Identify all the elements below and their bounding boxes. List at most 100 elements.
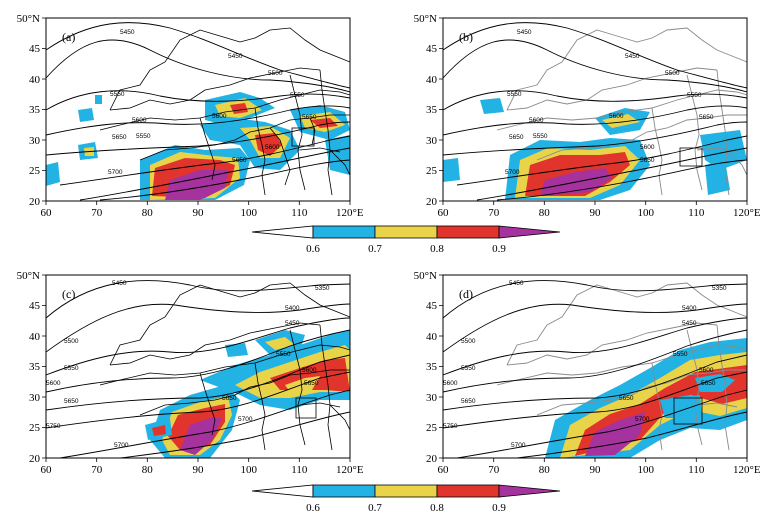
- svg-text:5550: 5550: [276, 351, 291, 358]
- svg-text:20: 20: [426, 196, 438, 208]
- colorbar-bottom: 0.6 0.7 0.8 0.9: [251, 484, 561, 514]
- svg-text:20: 20: [29, 196, 41, 208]
- study-box-b: [679, 147, 703, 167]
- svg-text:5600: 5600: [529, 117, 544, 124]
- svg-text:5550: 5550: [136, 133, 151, 140]
- svg-text:100: 100: [240, 464, 257, 476]
- svg-text:0.9: 0.9: [492, 502, 506, 514]
- contour-labels-c: 5450 5350 5400 5450 5500 5550 5600 5650 …: [46, 280, 330, 449]
- probability-shading-a: [46, 92, 350, 200]
- axis-ticks: [42, 17, 748, 462]
- panel-label-d: (d): [459, 287, 473, 301]
- svg-text:5600: 5600: [212, 113, 227, 120]
- svg-text:5600: 5600: [46, 380, 61, 387]
- panel-b: (b) 5450 5450 5500 5550 5600 5650 5700 5…: [442, 17, 748, 202]
- svg-text:90: 90: [590, 207, 602, 219]
- svg-text:5500: 5500: [64, 338, 79, 345]
- svg-text:0.6: 0.6: [306, 243, 320, 255]
- svg-text:5700: 5700: [505, 169, 520, 176]
- colorbar-top-cyan: [312, 225, 376, 239]
- lon-labels: 60 70 80 90 100 110 120°E 60 70 80 90 10…: [41, 207, 761, 476]
- svg-text:25: 25: [29, 165, 41, 177]
- panel-label-c: (c): [62, 287, 75, 301]
- study-box-a: [291, 127, 315, 147]
- svg-text:60: 60: [438, 464, 450, 476]
- svg-text:5750: 5750: [443, 423, 458, 430]
- svg-text:30: 30: [426, 135, 438, 147]
- svg-text:5650: 5650: [302, 114, 317, 121]
- colorbar-top-yellow: [374, 225, 438, 239]
- svg-text:100: 100: [637, 464, 654, 476]
- svg-text:5500: 5500: [461, 338, 476, 345]
- colorbar-bottom-red: [436, 484, 500, 498]
- svg-text:5600: 5600: [132, 117, 147, 124]
- svg-text:5350: 5350: [712, 285, 727, 292]
- svg-text:5550: 5550: [673, 351, 688, 358]
- svg-text:30: 30: [426, 392, 438, 404]
- svg-text:5550: 5550: [461, 365, 476, 372]
- colorbar-top-arrow-right: [498, 225, 561, 239]
- height-contours-c: [46, 280, 350, 458]
- svg-text:5550: 5550: [507, 91, 522, 98]
- lat-labels: 50°N 45 40 35 30 25 20 50°N 45 40 35 30 …: [17, 13, 438, 465]
- svg-text:45: 45: [426, 43, 438, 55]
- svg-text:120°E: 120°E: [336, 207, 364, 219]
- colorbar-bottom-yellow: [374, 484, 438, 498]
- svg-text:5700: 5700: [238, 416, 253, 423]
- contour-labels-d: 5450 5350 5400 5450 5500 5550 5600 5650 …: [443, 280, 727, 449]
- svg-text:90: 90: [193, 464, 205, 476]
- svg-text:60: 60: [41, 464, 53, 476]
- svg-text:0.6: 0.6: [306, 502, 320, 514]
- svg-text:100: 100: [240, 207, 257, 219]
- svg-text:0.7: 0.7: [368, 243, 382, 255]
- svg-text:5400: 5400: [285, 305, 300, 312]
- study-box-d: [673, 397, 703, 425]
- svg-text:50°N: 50°N: [414, 13, 437, 25]
- svg-text:40: 40: [29, 74, 41, 86]
- svg-text:40: 40: [426, 331, 438, 343]
- colorbar-bottom-arrow-right: [498, 484, 561, 498]
- panel-label-b: (b): [459, 30, 473, 44]
- svg-text:5450: 5450: [625, 53, 640, 60]
- svg-text:90: 90: [193, 207, 205, 219]
- panel-a: (a) 5450 5450 5500 5550 5600 5650 5700 5…: [45, 17, 351, 202]
- svg-text:25: 25: [426, 165, 438, 177]
- svg-text:35: 35: [29, 104, 41, 116]
- svg-text:30: 30: [29, 392, 41, 404]
- svg-text:90: 90: [590, 464, 602, 476]
- colorbar-top: 0.6 0.7 0.8 0.9: [251, 225, 561, 255]
- svg-text:5500: 5500: [665, 70, 680, 77]
- svg-text:5550: 5550: [110, 91, 125, 98]
- svg-text:20: 20: [29, 453, 41, 465]
- svg-text:5700: 5700: [635, 416, 650, 423]
- svg-text:5650: 5650: [619, 395, 634, 402]
- svg-text:5650: 5650: [640, 157, 655, 164]
- svg-text:5600: 5600: [302, 367, 317, 374]
- svg-text:5450: 5450: [120, 29, 135, 36]
- svg-text:5650: 5650: [222, 395, 237, 402]
- probability-shading-c: [145, 330, 350, 458]
- svg-text:30: 30: [29, 135, 41, 147]
- svg-text:5450: 5450: [517, 29, 532, 36]
- svg-text:5450: 5450: [509, 280, 524, 287]
- panel-c: (c) 5450 5350 5400 5450 5500 5550 5600 5…: [45, 274, 351, 459]
- svg-text:5550: 5550: [290, 92, 305, 99]
- svg-text:5550: 5550: [64, 365, 79, 372]
- svg-text:110: 110: [688, 464, 705, 476]
- svg-text:5450: 5450: [228, 53, 243, 60]
- svg-text:5450: 5450: [112, 280, 127, 287]
- svg-text:5350: 5350: [315, 285, 330, 292]
- svg-text:120°E: 120°E: [733, 464, 761, 476]
- svg-text:50°N: 50°N: [17, 270, 40, 282]
- svg-text:0.8: 0.8: [430, 243, 444, 255]
- svg-text:5400: 5400: [682, 305, 697, 312]
- contour-labels-a: 5450 5450 5500 5550 5600 5650 5700 5550 …: [108, 29, 317, 176]
- svg-text:5500: 5500: [268, 70, 283, 77]
- colorbar-bottom-arrow-left: [251, 484, 314, 498]
- svg-text:5700: 5700: [108, 169, 123, 176]
- svg-text:80: 80: [142, 207, 154, 219]
- panel-d: (d) 5450 5350 5400 5450 5500 5550 5600 5…: [442, 274, 748, 459]
- svg-text:120°E: 120°E: [336, 464, 364, 476]
- svg-text:5600: 5600: [265, 144, 280, 151]
- svg-text:5650: 5650: [701, 380, 716, 387]
